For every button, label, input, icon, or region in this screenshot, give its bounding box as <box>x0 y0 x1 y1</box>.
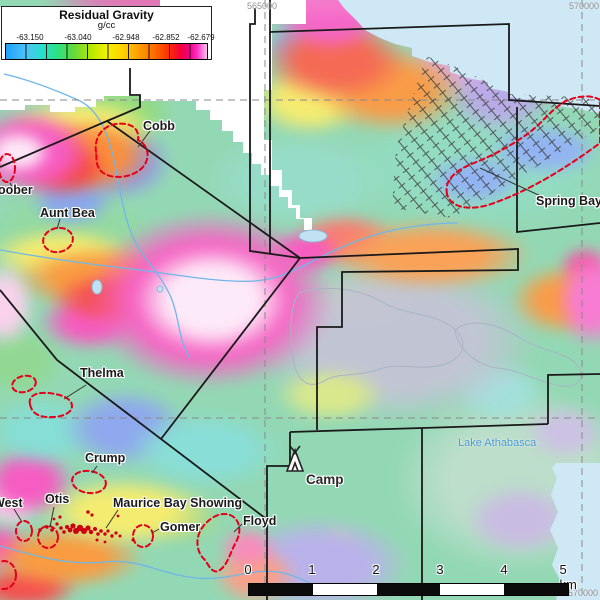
zone-thelma <box>28 391 74 419</box>
shoreline <box>454 322 582 387</box>
zone-floyd <box>196 513 241 573</box>
zone-gomer <box>132 524 154 548</box>
zone-west <box>15 520 33 542</box>
lake-region-bottomright <box>550 463 600 600</box>
zone-goober <box>0 153 16 183</box>
zone-bottom-left <box>0 560 17 590</box>
label-goober: oober <box>0 183 33 197</box>
label-thelma: Thelma <box>80 366 124 380</box>
pond <box>91 279 103 295</box>
label-west: West <box>0 496 23 510</box>
label-leader-lines <box>9 130 546 534</box>
target-zones <box>0 95 600 590</box>
zone-otis <box>37 525 59 549</box>
survey-flightlines-hatch <box>392 56 600 218</box>
legend-units: g/cc <box>97 20 116 31</box>
legend-colorbar <box>5 43 208 60</box>
label-crump: Crump <box>85 451 126 465</box>
coord-top-565000: 565000 <box>246 1 278 11</box>
pond <box>298 229 328 243</box>
label-camp: Camp <box>306 472 344 487</box>
stream <box>3 73 191 359</box>
label-spring-bay: Spring Bay <box>536 194 600 208</box>
zone-thelma-small <box>11 374 37 394</box>
zone-crump <box>71 469 107 495</box>
coord-bottom-565000: 565000 <box>250 587 282 597</box>
legend-residual-gravity: Residual Gravity g/cc -63.150 -63.040 -6… <box>1 6 215 60</box>
label-maurice-bay-showing: Maurice Bay Showing <box>113 496 243 510</box>
zone-spring-bay <box>445 95 600 209</box>
stream <box>0 545 333 593</box>
shoreline <box>290 287 464 385</box>
legend-tick: -63.040 <box>64 33 92 42</box>
label-aunt-bea: Aunt Bea <box>40 206 95 220</box>
coord-bottom-570000: 570000 <box>567 588 599 598</box>
legend-tick: -62.852 <box>152 33 180 42</box>
coord-top-570000: 570000 <box>568 1 600 11</box>
label-lake-athabasca: Lake Athabasca <box>458 437 537 449</box>
camp-tent-icon <box>285 445 305 472</box>
zone-cobb <box>94 122 149 178</box>
legend-title: Residual Gravity <box>59 8 154 22</box>
pond <box>156 285 164 293</box>
stream <box>0 222 459 282</box>
label-cobb: Cobb <box>143 119 175 133</box>
label-otis: Otis <box>45 492 70 506</box>
legend-tick: -62.679 <box>187 33 215 42</box>
label-gomer: Gomer <box>160 520 201 534</box>
legend-tick: -62.948 <box>112 33 140 42</box>
zone-aunt-bea <box>42 226 74 254</box>
legend-tick: -63.150 <box>16 33 44 42</box>
label-floyd: Floyd <box>243 514 277 528</box>
maurice-bay-showing-dots <box>38 510 135 544</box>
